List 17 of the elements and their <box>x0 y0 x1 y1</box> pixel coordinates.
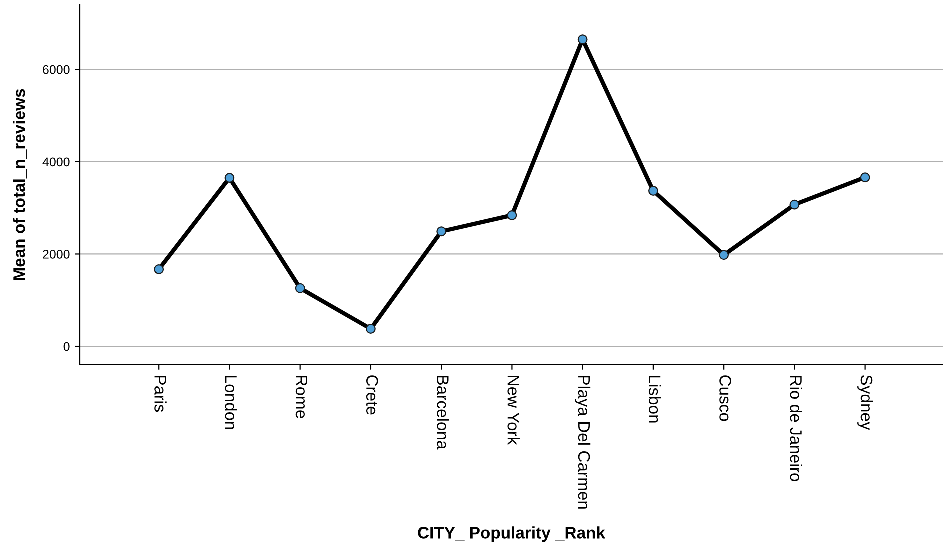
x-tick-label: Lisbon <box>648 376 662 423</box>
x-tick-label: Rome <box>296 376 308 418</box>
y-tick-label: 2000 <box>43 250 70 259</box>
y-tick-label: 0 <box>64 342 70 352</box>
x-tick-label: London <box>225 376 238 430</box>
x-tick-label: Sydney <box>858 375 874 430</box>
x-tick-label: Rio de Janeiro <box>790 376 802 482</box>
x-axis-title: CITY_ Popularity _Rank <box>418 526 606 542</box>
x-tick-label: Cusco <box>720 376 732 422</box>
x-tick-label: New York <box>508 376 520 446</box>
y-tick-label: 4000 <box>42 158 70 167</box>
x-tick-label: Crete <box>366 376 378 415</box>
x-tick-label: Playa Del Carmen <box>575 376 591 509</box>
y-tick-label: 6000 <box>43 65 70 74</box>
y-axis-title: Mean of total_n_reviews <box>13 89 28 280</box>
x-tick-label: Paris <box>154 376 167 412</box>
x-tick-label: Barcelona <box>437 376 450 450</box>
